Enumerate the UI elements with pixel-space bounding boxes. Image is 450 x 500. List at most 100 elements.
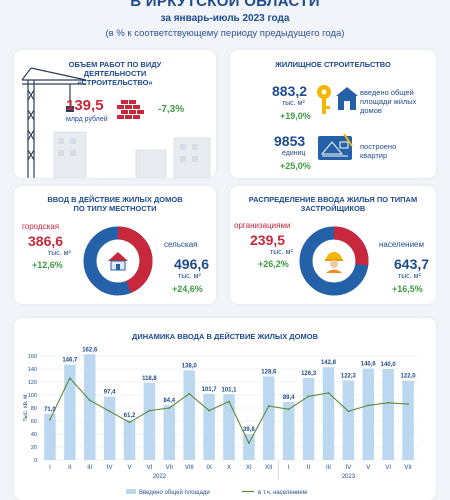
locality-urban-change: +12,6%: [32, 260, 63, 270]
chart-bar: [44, 413, 56, 460]
chart-line-point: [287, 408, 290, 411]
chart-legend-line-label: в т.ч. населением: [258, 490, 307, 496]
chart-bar: [342, 380, 355, 460]
housing-area-label: введено общей площади жилых домов: [360, 88, 417, 115]
chart-line-point: [247, 442, 250, 444]
chart-ytick-label: 160: [28, 354, 37, 360]
chart-bar: [163, 405, 176, 460]
chart-bar: [183, 370, 195, 460]
chart-line-point: [208, 409, 211, 412]
housing-area-unit: тыс. м²: [282, 100, 305, 107]
locality-rural-unit: тыс. м²: [178, 273, 201, 280]
chart-line-point: [307, 395, 310, 398]
developer-pop-value: 643,7: [394, 256, 430, 272]
chart-line-point: [68, 377, 71, 379]
chart-line-point: [228, 400, 230, 403]
chart-xtick-label: XI: [246, 465, 252, 471]
page-title: В ИРКУТСКОЙ ОБЛАСТИ: [130, 0, 320, 10]
builder-icon: [325, 252, 343, 273]
chart-line-point: [327, 392, 330, 394]
housing-area-change: +19,0%: [280, 111, 311, 121]
chart-ytick-label: 140: [28, 367, 37, 373]
blueprint-icon: [318, 134, 353, 160]
locality-urban-unit: тыс. м²: [48, 250, 71, 257]
chart-xtick-label: IX: [206, 465, 212, 471]
housing-title: ЖИЛИЩНОЕ СТРОИТЕЛЬСТВО: [275, 60, 391, 69]
chart-bar: [83, 354, 96, 460]
chart-bar: [64, 364, 76, 460]
chart-data-label: 122,3: [341, 374, 357, 380]
chart-line-point: [367, 404, 370, 407]
chart-data-label: 146,7: [62, 358, 78, 364]
chart-data-label: 138,0: [182, 363, 198, 369]
developer-card: РАСПРЕДЕЛЕНИЕ ВВОДА ЖИЛЬЯ ПО ТИПАМ ЗАСТР…: [230, 186, 436, 304]
chart-bar: [362, 368, 375, 460]
chart-ytick-label: 80: [31, 406, 37, 412]
chart-bar: [203, 393, 215, 460]
chart-line-point: [387, 401, 390, 404]
chart-line-point: [267, 405, 270, 407]
construction-change: -7,3%: [158, 104, 185, 115]
chart-ytick-label: 60: [31, 419, 37, 425]
locality-title: ВВОД В ДЕЙСТВИЕ ЖИЛЫХ ДОМОВ ПО ТИПУ МЕСТ…: [47, 195, 183, 213]
chart-bar: [103, 396, 116, 460]
chart-xtick-label: II: [68, 465, 72, 471]
developer-org-label: организациями: [234, 221, 291, 230]
chart-xtick-label: IV: [346, 465, 352, 471]
developer-org-change: +26,2%: [258, 259, 289, 269]
chart-xtick-label: III: [87, 465, 92, 471]
chart-line-point: [168, 407, 171, 409]
construction-title: ОБЪЕМ РАБОТ ПО ВИДУ ДЕЯТЕЛЬНОСТИ «СТРОИТ…: [68, 60, 162, 87]
housing-apartments-unit: единиц: [282, 150, 306, 157]
chart-legend-bar-swatch: [126, 489, 136, 494]
chart-xtick-label: III: [326, 465, 331, 471]
construction-value: 139,5: [66, 97, 104, 114]
chart-data-label: 89,4: [283, 395, 295, 401]
chart-xtick-label: X: [227, 465, 231, 471]
locality-rural-value: 496,6: [174, 256, 210, 272]
chart-line-point: [49, 418, 51, 421]
chart-line-point: [128, 421, 131, 424]
chart-bar: [302, 377, 315, 460]
housing-apartments-label: построено квартир: [360, 142, 397, 160]
locality-card: ВВОД В ДЕЙСТВИЕ ЖИЛЫХ ДОМОВ ПО ТИПУ МЕСТ…: [14, 186, 216, 304]
chart-year-label: 2023: [342, 474, 356, 480]
chart-xtick-label: VIII: [185, 465, 194, 471]
brick-wall-icon: [117, 100, 144, 119]
housing-apartments-change: +25,0%: [280, 161, 311, 171]
chart-ytick-label: 100: [28, 393, 37, 399]
chart-xtick-label: II: [307, 465, 311, 471]
crane-icon: [21, 67, 87, 178]
chart-data-label: 71,0: [44, 407, 56, 413]
chart-xtick-label: I: [49, 465, 51, 471]
developer-title: РАСПРЕДЕЛЕНИЕ ВВОДА ЖИЛЬЯ ПО ТИПАМ ЗАСТР…: [248, 195, 418, 213]
chart-bar: [382, 369, 394, 460]
house-icon: [108, 252, 128, 271]
locality-rural-change: +24,6%: [172, 284, 203, 294]
chart-bar: [402, 380, 414, 460]
developer-donut: [299, 226, 369, 296]
chart-year-label: 2022: [153, 474, 167, 480]
chart-bar: [263, 376, 275, 460]
chart-data-label: 128,6: [261, 369, 277, 375]
chart-bar: [322, 367, 335, 460]
chart-ytick-label: 40: [31, 432, 37, 438]
housing-card: ЖИЛИЩНОЕ СТРОИТЕЛЬСТВО 883,2 тыс. м² +19…: [230, 50, 436, 178]
dynamics-chart: ДИНАМИКА ВВОДА В ДЕЙСТВИЕ ЖИЛЫХ ДОМОВ ты…: [23, 332, 418, 496]
chart-data-label: 126,3: [301, 371, 317, 377]
chart-line-point: [148, 409, 151, 412]
locality-donut-urban-slice: [83, 226, 153, 296]
chart-xtick-label: VI: [147, 465, 153, 471]
chart-xtick-label: V: [128, 465, 132, 471]
dynamics-chart-card: ДИНАМИКА ВВОДА В ДЕЙСТВИЕ ЖИЛЫХ ДОМОВ ты…: [14, 318, 436, 500]
construction-unit: млрд рублей: [66, 116, 108, 123]
locality-urban-value: 386,6: [28, 233, 64, 249]
locality-rural-label: сельская: [164, 240, 198, 249]
developer-pop-change: +16,5%: [392, 284, 423, 294]
developer-org-unit: тыс. м²: [270, 249, 293, 256]
chart-line-point: [407, 403, 409, 405]
chart-data-label: 140,6: [361, 362, 377, 368]
chart-ylabel: тыс. кв. м: [23, 395, 29, 422]
chart-data-label: 140,0: [381, 362, 397, 368]
chart-xtick-label: VII: [404, 465, 412, 471]
